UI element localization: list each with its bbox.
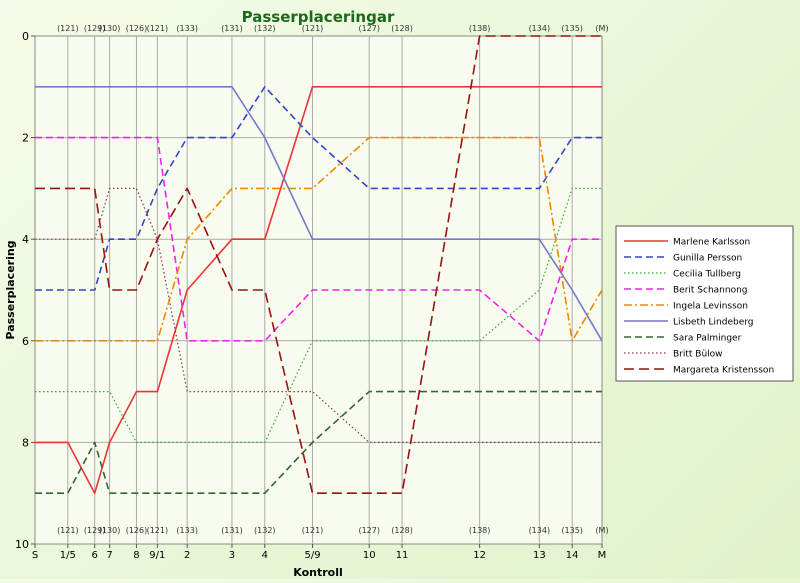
series-line-7 [35, 390, 602, 495]
x-tick-label: 2 [184, 550, 190, 561]
series-line-6 [35, 86, 603, 342]
y-axis-label: Passerplacering [4, 240, 17, 339]
control-code-bottom: (133) [176, 526, 198, 535]
y-tick-label: 2 [22, 132, 29, 145]
x-tick-label: 3 [229, 550, 235, 561]
legend-entry: Lisbeth Lindeberg [673, 318, 754, 328]
y-tick-label: 4 [22, 233, 29, 246]
control-code-top: (127) [358, 24, 380, 33]
x-tick-label: 13 [533, 550, 546, 561]
y-tick-label: 0 [22, 30, 29, 43]
control-code-bottom: (M) [595, 526, 608, 535]
x-axis-label: Kontroll [293, 566, 343, 579]
control-code-bottom: (121) [302, 526, 324, 535]
legend: Marlene Karlsson Gunilla Persson Cecilia T… [615, 225, 794, 382]
control-code-bottom: (127) [358, 526, 380, 535]
control-code-bottom: (126) [126, 526, 148, 535]
x-tick-label: 4 [262, 550, 268, 561]
control-code-top: (130) [99, 24, 121, 33]
legend-entry: Britt Bülow [673, 350, 723, 360]
x-tick-label: 11 [396, 550, 409, 561]
control-code-bottom: (128) [391, 526, 413, 535]
chart-title: Passerplaceringar [242, 8, 395, 26]
control-code-bottom: (131) [221, 526, 243, 535]
control-code-top: (129) [84, 24, 106, 33]
x-tick-label: 5/9 [304, 550, 320, 561]
control-code-top: (126) [126, 24, 148, 33]
x-tick-label: 14 [566, 550, 579, 561]
legend-entry: Cecilia Tullberg [673, 270, 741, 280]
control-code-bottom: (130) [99, 526, 121, 535]
series-line-4 [35, 136, 602, 342]
control-code-bottom: (132) [254, 526, 276, 535]
control-code-top: (131) [221, 24, 243, 33]
x-tick-label: 1/5 [60, 550, 76, 561]
control-code-top: (M) [595, 24, 608, 33]
x-tick-label: 12 [473, 550, 486, 561]
x-tick-label: 6 [91, 550, 97, 561]
control-code-top: (121) [302, 24, 324, 33]
y-tick-label: 6 [22, 335, 29, 348]
control-code-bottom: (135) [561, 526, 583, 535]
series-line-5 [35, 136, 603, 342]
x-tick-label: 9/1 [149, 550, 165, 561]
control-code-top: (133) [176, 24, 198, 33]
x-tick-label: M [598, 550, 607, 561]
control-code-top: (134) [529, 24, 551, 33]
x-tick-label: 10 [363, 550, 376, 561]
legend-entry: Berit Schannong [673, 286, 748, 296]
legend-entry: Margareta Kristensson [673, 366, 774, 376]
control-code-bottom: (121) [57, 526, 79, 535]
series-line-9 [35, 35, 602, 495]
control-code-top: (135) [561, 24, 583, 33]
control-code-top: (128) [391, 24, 413, 33]
legend-entry: Sara Palminger [673, 334, 742, 344]
control-code-bottom: (134) [529, 526, 551, 535]
legend-entry: Gunilla Persson [673, 254, 742, 264]
legend-entry: Ingela Levinsson [673, 302, 748, 312]
y-tick-label: 10 [15, 538, 29, 551]
legend-entry: Marlene Karlsson [673, 238, 750, 248]
control-code-bottom: (129) [84, 526, 106, 535]
x-tick-label: 7 [106, 550, 112, 561]
x-tick-label: 8 [133, 550, 139, 561]
control-code-top: (121) [147, 24, 169, 33]
y-tick-label: 8 [22, 436, 29, 449]
control-code-top: (132) [254, 24, 276, 33]
series-line-2 [35, 86, 602, 291]
control-code-top: (121) [57, 24, 79, 33]
control-code-bottom: (138) [469, 526, 491, 535]
x-tick-label: S [32, 550, 38, 561]
control-code-top: (138) [469, 24, 491, 33]
control-code-bottom: (121) [147, 526, 169, 535]
